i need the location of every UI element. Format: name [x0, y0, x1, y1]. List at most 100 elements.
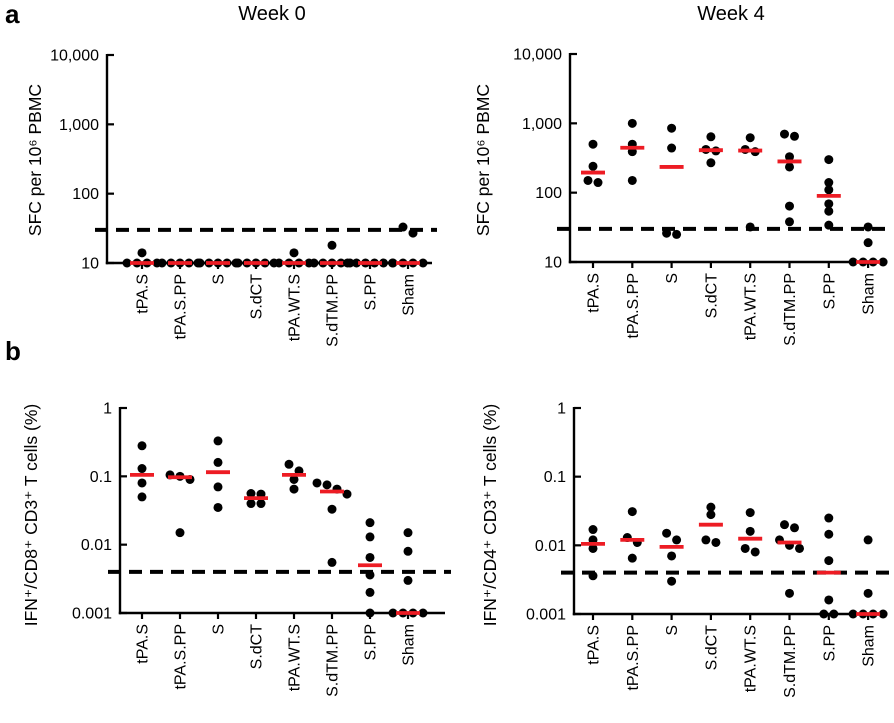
data-point [213, 502, 223, 512]
data-point [662, 228, 672, 238]
data-point [418, 258, 428, 268]
data-point [824, 185, 834, 195]
y-tick-label: 0.01 [81, 537, 112, 554]
x-category-label: Sham [401, 624, 418, 666]
panel-b-label: b [5, 336, 21, 366]
x-category-label: S.dCT [249, 624, 266, 670]
panel-a_week4: 10 100 1,000 10,000 tPA.S tPA.S.PP S S.dCT tPA.W… [513, 47, 893, 346]
y-tick-label: 100 [535, 185, 562, 202]
x-category-label: S.dCT [249, 274, 266, 320]
data-point [137, 492, 147, 502]
data-point [289, 484, 299, 494]
column-title-week4: Week 4 [697, 3, 765, 25]
data-point [175, 528, 185, 538]
data-point [878, 609, 888, 619]
x-category-label: S.dTM.PP [325, 274, 342, 347]
y-tick-label: 10 [81, 256, 99, 273]
x-category-label: tPA.WT.S [287, 624, 304, 691]
x-category-label: Sham [861, 625, 878, 667]
data-point [863, 238, 873, 248]
data-point [672, 229, 682, 239]
data-point [750, 547, 760, 557]
data-point [137, 478, 147, 488]
data-point [342, 489, 352, 499]
x-category-label: S [211, 274, 228, 285]
data-point [819, 609, 829, 619]
data-point [388, 608, 398, 618]
data-point [246, 499, 256, 509]
data-point [583, 175, 593, 185]
data-point [785, 201, 794, 211]
data-point [289, 474, 299, 484]
data-point [588, 161, 598, 171]
x-category-label: S.PP [363, 274, 380, 310]
data-point [824, 595, 834, 605]
data-point [588, 571, 598, 581]
data-point [785, 588, 794, 598]
data-point [388, 258, 398, 268]
data-point [785, 217, 794, 227]
data-point [233, 258, 243, 268]
data-point [408, 228, 418, 238]
data-point [672, 535, 682, 545]
y-tick-label: 1,000 [59, 117, 99, 134]
data-point [706, 510, 716, 520]
data-point [667, 551, 677, 561]
panel-b_week4: 0.001 0.01 0.1 1 tPA.S tPA.S.PP S S.dCT tPA.WT.S… [526, 401, 893, 698]
data-point [824, 529, 834, 539]
data-point [365, 587, 375, 597]
data-point [863, 222, 873, 232]
data-point [780, 520, 789, 530]
data-point [706, 158, 716, 168]
data-point [829, 609, 839, 619]
x-category-label: S [664, 625, 681, 636]
y-tick-label: 10,000 [50, 48, 99, 65]
data-point [848, 257, 858, 267]
x-category-label: tPA.S [135, 624, 152, 664]
y-tick-label: 1 [103, 401, 112, 418]
data-point [701, 535, 711, 545]
data-point [795, 543, 804, 553]
data-point [398, 222, 408, 232]
data-point [627, 553, 637, 563]
data-point [824, 556, 834, 566]
y-tick-label: 0.1 [90, 469, 112, 486]
data-point [667, 143, 677, 153]
data-point [403, 575, 413, 585]
data-point [365, 552, 375, 562]
y-tick-label: 10 [544, 255, 562, 272]
x-category-label: S.dCT [703, 273, 720, 319]
data-point [662, 528, 672, 538]
data-point [246, 489, 256, 499]
data-point [274, 258, 284, 268]
data-point [706, 132, 716, 142]
x-category-label: tPA.WT.S [743, 273, 760, 340]
data-point [780, 129, 789, 139]
data-point [256, 499, 266, 509]
data-point [824, 155, 834, 165]
x-category-label: tPA.S [586, 625, 603, 665]
y-tick-label: 1 [557, 401, 566, 418]
y-tick-label: 0.01 [535, 538, 566, 555]
x-category-label: tPA.S.PP [625, 625, 642, 691]
data-point [365, 532, 375, 542]
data-point [588, 525, 598, 535]
x-category-label: S [664, 273, 681, 284]
data-point [824, 513, 834, 523]
y-tick-label: 0.1 [544, 469, 566, 486]
data-point [588, 543, 598, 553]
x-category-label: tPA.S [586, 273, 603, 313]
data-point [824, 178, 834, 188]
data-point [848, 609, 858, 619]
x-category-label: S.dCT [703, 625, 720, 671]
data-point [824, 220, 834, 230]
data-point [137, 248, 147, 258]
data-point [284, 459, 294, 469]
x-category-label: Sham [401, 274, 418, 316]
data-point [745, 133, 755, 143]
y-tick-label: 100 [72, 186, 99, 203]
data-point [322, 480, 332, 490]
x-category-label: S.dTM.PP [325, 624, 342, 697]
data-point [343, 258, 352, 268]
